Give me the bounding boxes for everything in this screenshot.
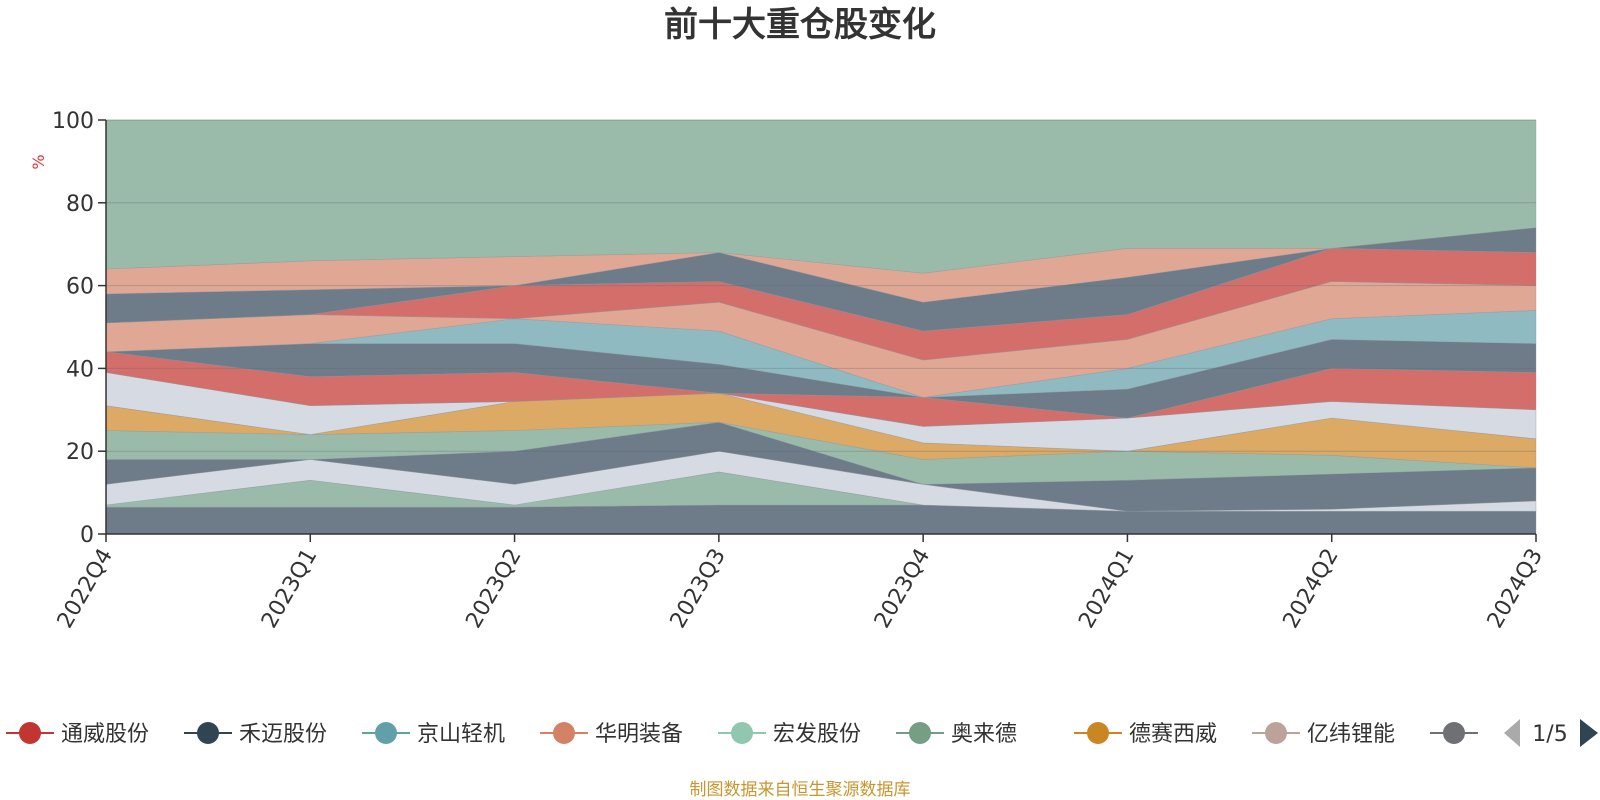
x-tick-label: 2024Q3: [1483, 545, 1548, 633]
x-tick-label: 2024Q1: [1074, 545, 1139, 633]
y-tick-label: 20: [66, 440, 94, 465]
y-tick-label: 60: [66, 275, 94, 300]
y-tick-label: 100: [52, 109, 94, 134]
x-tick-label: 2023Q4: [870, 545, 935, 633]
legend-item[interactable]: 禾迈股份: [184, 722, 327, 747]
legend-label: 亿纬锂能: [1307, 722, 1395, 747]
grid-lines: [106, 119, 1536, 452]
legend-label: 通威股份: [61, 722, 149, 747]
legend-label: 华明装备: [595, 722, 683, 747]
legend-item[interactable]: 通威股份: [6, 722, 149, 747]
legend-marker: [19, 722, 41, 744]
x-tick-label: 2023Q2: [461, 545, 526, 633]
legend-label: 京山轻机: [417, 722, 505, 747]
legend-marker: [553, 722, 575, 744]
legend-marker: [1265, 722, 1287, 744]
legend-prev-arrow-icon[interactable]: [1504, 719, 1520, 747]
legend-marker: [1443, 722, 1465, 744]
legend-label: 德赛西威: [1129, 722, 1217, 747]
x-tick-label: 2023Q3: [666, 545, 731, 633]
legend-marker: [375, 722, 397, 744]
area-layers: [105, 119, 1537, 535]
y-tick-label: 80: [66, 192, 94, 217]
legend-item[interactable]: 德赛西威: [1074, 722, 1217, 747]
legend-marker: [731, 722, 753, 744]
legend-item[interactable]: 华明装备: [540, 722, 683, 747]
legend-next-arrow-icon[interactable]: [1580, 719, 1598, 747]
y-tick-label: 40: [66, 357, 94, 382]
x-tick-label: 2024Q2: [1279, 545, 1344, 633]
legend-label: 禾迈股份: [239, 722, 327, 747]
legend-item[interactable]: 亿纬锂能: [1252, 722, 1395, 747]
legend-label: 奥来德: [951, 722, 1017, 747]
legend-item[interactable]: 京山轻机: [362, 722, 505, 747]
chart-title: 前十大重仓股变化: [664, 5, 936, 45]
y-tick-label: 0: [80, 523, 94, 548]
legend-marker: [1087, 722, 1109, 744]
area-layer-14: [105, 119, 1537, 274]
legend-item[interactable]: 宏发股份: [718, 722, 861, 747]
legend-label: 宏发股份: [773, 722, 861, 747]
legend-item[interactable]: 德业股份: [1430, 722, 1573, 747]
legend-marker: [909, 722, 931, 744]
y-axis-unit: %: [29, 154, 48, 169]
legend-page-indicator: 1/5: [1532, 722, 1567, 747]
x-tick-label: 2022Q4: [53, 545, 118, 633]
x-tick-label: 2023Q1: [257, 545, 322, 633]
legend-item[interactable]: 奥来德: [896, 722, 1017, 747]
legend-marker: [197, 722, 219, 744]
data-source-note: 制图数据来自恒生聚源数据库: [690, 780, 911, 800]
